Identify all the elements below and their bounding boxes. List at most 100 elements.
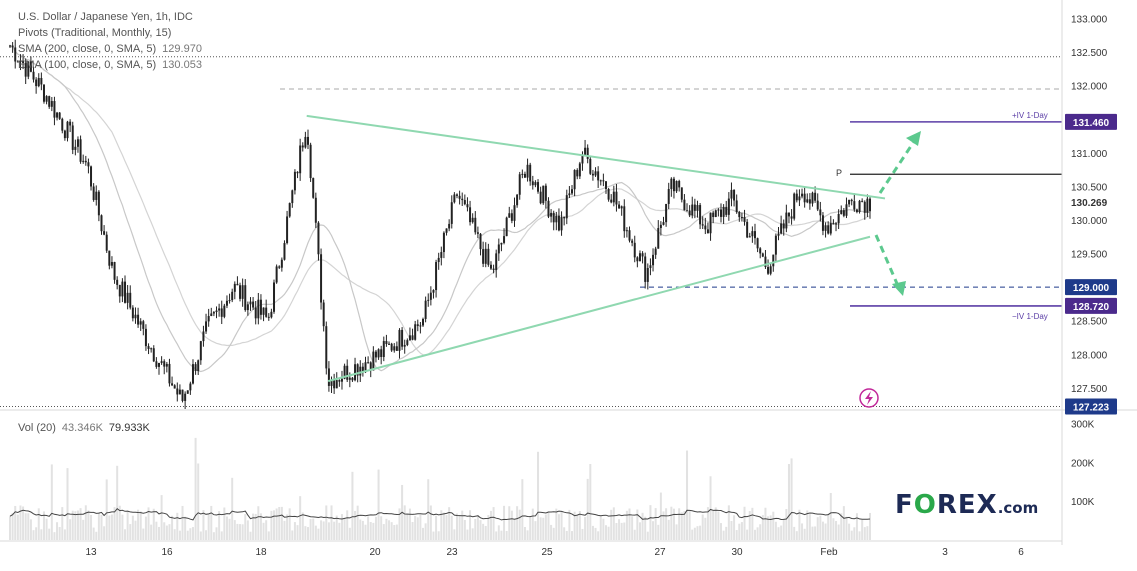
- candle-body: [782, 223, 785, 229]
- upper-trendline: [306, 114, 886, 200]
- volume-bar: [233, 520, 236, 540]
- iv-down-label: −IV 1-Day: [1012, 312, 1048, 321]
- volume-bar: [717, 511, 720, 540]
- volume-bar: [131, 515, 134, 540]
- legend-sma-label: SMA (200, close, 0, SMA, 5): [18, 43, 157, 55]
- horizontal-levels: [0, 56, 1062, 407]
- candle-body: [325, 326, 328, 369]
- volume-bar: [380, 516, 383, 540]
- volume-bar: [288, 508, 291, 540]
- volume-bar: [79, 508, 82, 540]
- volume-bar: [202, 510, 205, 540]
- candle-body: [14, 47, 17, 62]
- candle-body: [414, 324, 417, 340]
- iv-up-label: +IV 1-Day: [1012, 111, 1048, 120]
- candle-body: [333, 379, 336, 389]
- volume-bar: [129, 524, 132, 540]
- volume-bar: [625, 510, 628, 540]
- volume-bar: [688, 511, 691, 540]
- volume-ma-line: [9, 508, 871, 521]
- volume-bar: [278, 507, 281, 540]
- volume-bar: [837, 524, 840, 540]
- volume-bar: [56, 522, 59, 540]
- volume-bar: [244, 514, 247, 540]
- chart-annotations: +IV 1-Day −IV 1-Day P: [836, 111, 1048, 321]
- candle-body: [273, 282, 276, 312]
- volume-bar: [168, 524, 171, 540]
- volume-bar: [733, 515, 736, 540]
- volume-bar: [591, 525, 594, 540]
- volume-bar: [869, 512, 871, 540]
- volume-bar: [346, 510, 349, 540]
- volume-bar: [767, 516, 770, 540]
- candle-body: [92, 186, 95, 200]
- candle-body: [186, 390, 189, 394]
- candle-body: [134, 314, 137, 319]
- candle-body: [735, 200, 738, 213]
- volume-bar: [657, 524, 660, 540]
- pivot-label: P: [836, 168, 842, 178]
- volume-bar: [793, 526, 796, 540]
- volume-bar: [759, 524, 762, 540]
- candle-body: [620, 206, 623, 209]
- candle-body: [691, 204, 694, 216]
- volume-bar: [740, 522, 743, 540]
- candle-body: [437, 257, 440, 263]
- volume-bar: [333, 521, 336, 540]
- candle-body: [631, 240, 634, 243]
- candle-body: [696, 205, 699, 211]
- price-badge: [1065, 297, 1117, 314]
- volume-bar: [618, 519, 621, 540]
- candle-body: [555, 215, 558, 223]
- bullish-arrowhead: [906, 131, 921, 146]
- lightning-icon[interactable]: [859, 388, 879, 408]
- candle-body: [53, 101, 56, 118]
- candle-body: [774, 235, 777, 255]
- volume-bar: [241, 524, 244, 540]
- volume-bar: [644, 516, 647, 540]
- volume-bar: [641, 512, 644, 540]
- volume-bar: [320, 520, 323, 540]
- volume-bar: [576, 514, 579, 540]
- candle-body: [207, 316, 210, 322]
- candle-body: [858, 200, 861, 213]
- volume-bar: [727, 505, 730, 540]
- candle-body: [471, 217, 474, 223]
- candle-body: [733, 189, 736, 201]
- candle-body: [435, 262, 438, 291]
- volume-bar: [482, 523, 485, 540]
- candle-body: [254, 307, 257, 319]
- candle-body: [299, 145, 302, 174]
- volume-bar: [853, 527, 856, 540]
- volume-bar: [231, 477, 234, 540]
- price-badge-label: 127.223: [1073, 402, 1110, 413]
- candle-body: [777, 233, 780, 236]
- candle-body: [863, 201, 866, 213]
- candle-body: [479, 233, 482, 250]
- chart-legend: U.S. Dollar / Japanese Yen, 1h, IDC Pivo…: [18, 9, 202, 73]
- candle-body: [636, 257, 639, 262]
- volume-bar: [286, 514, 289, 540]
- volume-bar: [652, 521, 655, 540]
- candle-body: [320, 254, 323, 303]
- volume-bar: [163, 522, 166, 540]
- candle-body: [594, 171, 597, 176]
- candle-body: [584, 147, 587, 156]
- candle-body: [348, 377, 351, 380]
- candle-body: [411, 335, 414, 340]
- volume-bar: [27, 513, 30, 540]
- candle-body: [706, 229, 709, 234]
- candle-body: [808, 199, 811, 204]
- candle-body: [327, 368, 330, 386]
- candle-body: [152, 348, 155, 362]
- legend-title: U.S. Dollar / Japanese Yen, 1h, IDC: [18, 11, 193, 23]
- candle-body: [113, 262, 116, 280]
- volume-bar: [398, 508, 401, 540]
- volume-bar: [686, 450, 689, 540]
- volume-bar: [11, 513, 14, 540]
- volume-bar: [252, 513, 255, 540]
- candle-body: [63, 130, 66, 139]
- volume-bar: [338, 522, 341, 540]
- price-tick-label: 131.000: [1071, 149, 1108, 160]
